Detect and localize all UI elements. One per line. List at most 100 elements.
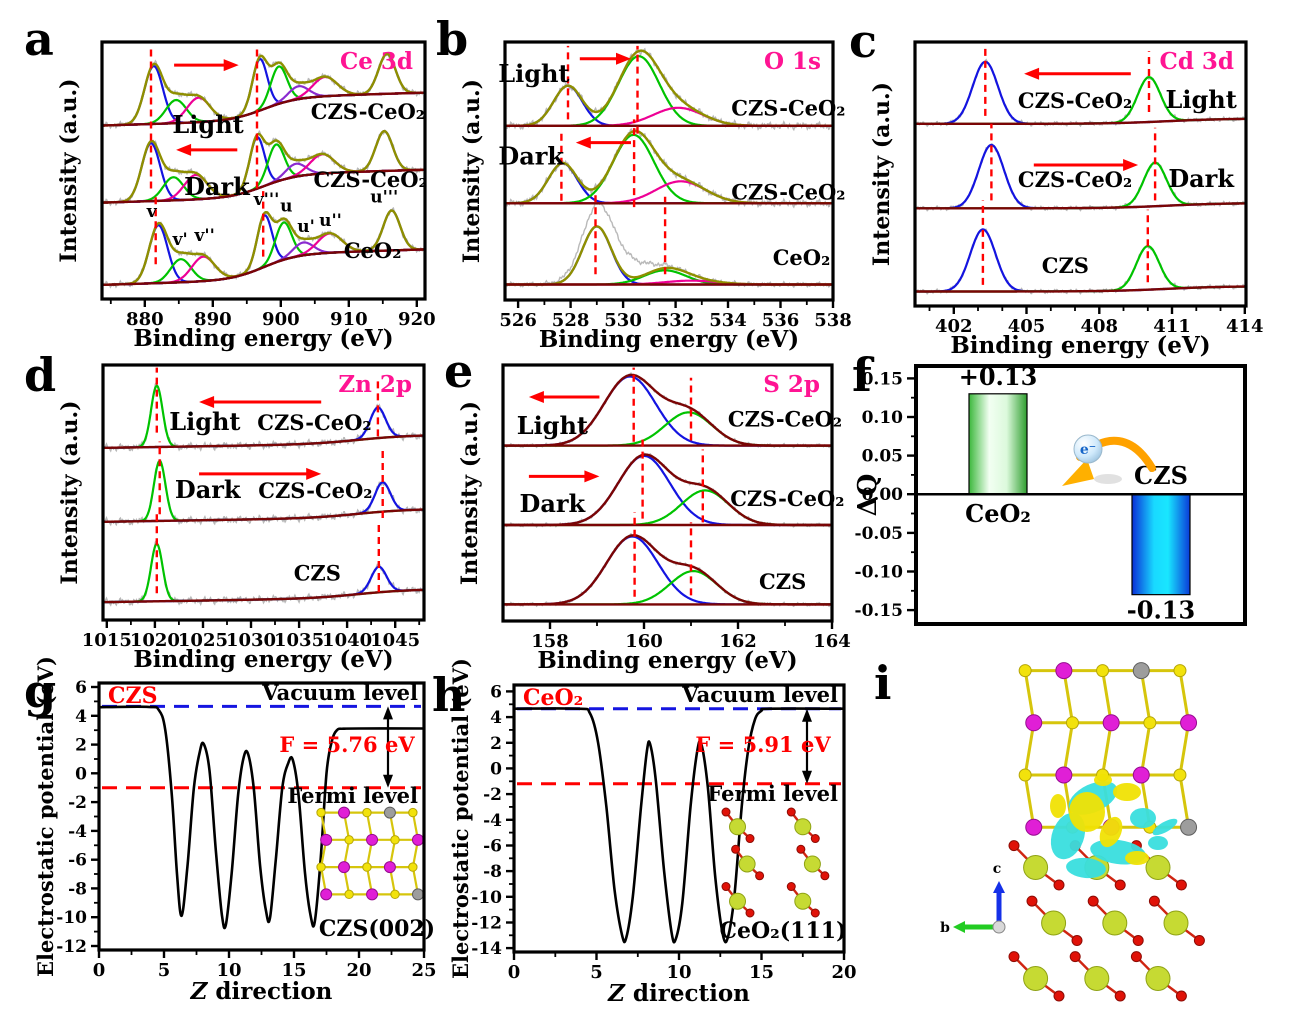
background-line [103, 91, 424, 127]
tick-label: 1020 [130, 630, 180, 651]
fit-envelope [103, 52, 424, 127]
peak-label: u'' [319, 211, 342, 231]
axis-b-label: b [940, 920, 950, 936]
arrow-head [802, 708, 812, 722]
tick-label: 6 [490, 682, 502, 702]
x-axis-title: Z direction [607, 980, 750, 1007]
tick-label: 900 [262, 309, 300, 330]
panel-c-curves [916, 58, 1245, 295]
tick-label: 5 [590, 962, 603, 983]
electron-shadow [1094, 474, 1122, 484]
trace-label: CZS-CeO₂ [1018, 167, 1132, 192]
atom-sulfur [1065, 716, 1079, 730]
tick-label: -0.15 [855, 601, 903, 621]
trace-label: CZS-CeO₂ [1018, 88, 1132, 113]
peak-label: v [146, 202, 158, 222]
background-line [916, 202, 1245, 210]
trace-label: Dark [498, 142, 565, 171]
tick-label: 0.10 [862, 408, 904, 428]
arrow-head [616, 52, 631, 65]
y-axis-title: ΔQ [853, 474, 883, 517]
panel-f: +0.13CeO₂-0.13CZS0.150.100.050.00-0.05-0… [853, 362, 1247, 626]
tick-label: 4 [490, 708, 502, 728]
peak-label: v'' [194, 226, 215, 246]
trace-label: CZS-CeO₂ [731, 96, 845, 121]
raw-data-curve [104, 539, 423, 607]
atom-sulfur [408, 807, 418, 818]
atom-cerium [729, 892, 747, 910]
tick-label: 160 [625, 631, 663, 652]
tick-label: 0 [490, 759, 502, 779]
atom-metal [1025, 818, 1043, 836]
atom-oxygen [1175, 879, 1187, 891]
bar-value-label: -0.13 [1127, 596, 1195, 625]
x-axis-title: Binding energy (eV) [133, 325, 393, 352]
atom-cerium [1163, 910, 1189, 936]
tick-label: 1035 [274, 630, 324, 651]
tick-label: 528 [552, 310, 590, 331]
inset-structure-label: CeO₂(111) [719, 918, 846, 944]
atom-oxygen [1053, 990, 1065, 1002]
bond [1062, 670, 1074, 724]
atom-metal [320, 888, 333, 901]
atom-metal [1180, 714, 1198, 732]
tick-label: 880 [126, 309, 164, 330]
tick-label: 408 [1081, 316, 1119, 337]
tick-label: -10 [56, 908, 87, 928]
atom-cerium [1145, 855, 1171, 881]
atom-oxygen [1132, 935, 1144, 947]
atom-metal [1055, 662, 1073, 680]
tick-label: 414 [1226, 316, 1264, 337]
atom-oxygen [796, 844, 806, 854]
atom-sulfur [1096, 664, 1110, 678]
atom-oxygen [1008, 840, 1020, 852]
atom-sulfur [362, 807, 372, 818]
axes-frame [100, 40, 427, 301]
arrow-head [993, 881, 1005, 893]
vacuum-level-label: Vacuum level [681, 682, 838, 707]
atom-sulfur [1173, 768, 1187, 782]
bar-category-label: CZS [1134, 461, 1188, 490]
tick-label: 10 [216, 960, 241, 981]
panel-title: Zn 2p [338, 371, 412, 398]
panel-title: O 1s [764, 48, 821, 75]
panel-letter-f: f [852, 348, 872, 402]
tick-label: 4 [75, 707, 87, 727]
tick-label: 0 [75, 764, 87, 784]
tick-label: 10 [666, 962, 691, 983]
atom-oxygen [745, 834, 755, 844]
trace-label: Light [517, 411, 588, 440]
atom-oxygen [1130, 951, 1142, 963]
bond [1101, 722, 1113, 776]
atom-oxygen [731, 844, 741, 854]
bond [1178, 774, 1191, 828]
atom-oxygen [1026, 895, 1038, 907]
atom-sulfur [390, 889, 400, 900]
panel-title: Ce 3d [340, 48, 413, 75]
y-axis-title: Intensity (a.u.) [56, 78, 82, 262]
bond [1101, 670, 1113, 724]
atom-metal [366, 888, 379, 901]
x-axis-title: Binding energy (eV) [539, 326, 799, 353]
trace-label: Dark [175, 475, 242, 504]
axes-frame [503, 40, 835, 302]
tick-label: 20 [831, 962, 856, 983]
potential-curve [100, 705, 423, 930]
fermi-level-label: Fermi level [707, 781, 838, 806]
arrow-head [199, 396, 215, 408]
tick-label: -12 [56, 937, 87, 957]
tick-label: 402 [935, 316, 973, 337]
peak-label: u''' [370, 188, 398, 208]
atom-oxygen [810, 834, 820, 844]
y-axis-title: Intensity (a.u.) [459, 79, 485, 263]
atom-gray [1180, 818, 1198, 836]
atom-cerium [794, 818, 812, 836]
arrow-head [383, 774, 393, 788]
work-function-label: F = 5.91 eV [695, 732, 831, 757]
x-axis-title: Binding energy (eV) [950, 332, 1210, 359]
arrow-head [528, 391, 544, 403]
panel-letter-e: e [444, 344, 474, 398]
